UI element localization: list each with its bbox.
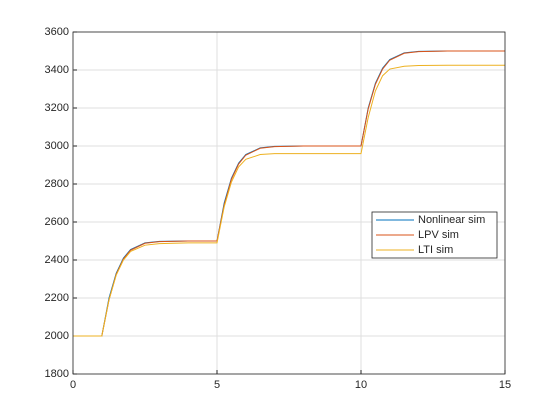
- y-tick-label: 3000: [45, 140, 69, 152]
- y-tick-label: 2000: [45, 330, 69, 342]
- x-tick-label: 15: [499, 379, 511, 391]
- y-tick-label: 2600: [45, 216, 69, 228]
- series-line: [73, 50, 505, 337]
- x-tick-label: 5: [214, 379, 220, 391]
- x-tick-label: 0: [70, 379, 76, 391]
- y-tick-label: 2400: [45, 254, 69, 266]
- legend-label: LPV sim: [418, 229, 459, 241]
- y-tick-label: 1800: [45, 368, 69, 380]
- y-tick-label: 3200: [45, 102, 69, 114]
- series-line: [73, 64, 505, 337]
- legend-label: LTI sim: [418, 244, 453, 256]
- y-tick-label: 3400: [45, 64, 69, 76]
- axes-box: [72, 31, 506, 375]
- y-tick-label: 3600: [45, 26, 69, 38]
- x-tick-label: 10: [355, 379, 367, 391]
- y-tick-label: 2800: [45, 178, 69, 190]
- plot-area: [73, 32, 505, 374]
- legend: Nonlinear sim LPV sim LTI sim: [371, 211, 498, 259]
- legend-label: Nonlinear sim: [418, 214, 485, 226]
- y-tick-label: 2200: [45, 292, 69, 304]
